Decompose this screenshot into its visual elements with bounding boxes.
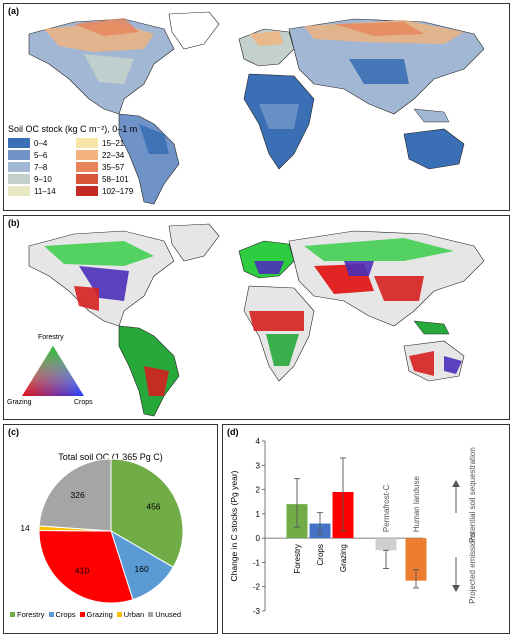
x-category-label: Human landuse: [412, 476, 421, 533]
legend-item: 35–57: [76, 162, 148, 172]
legend-item: 102–179: [76, 186, 148, 196]
legend-swatch: [8, 138, 30, 148]
down-arrow-head: [452, 585, 460, 592]
legend-swatch: [8, 150, 30, 160]
pie-slice-unused: [38, 458, 112, 532]
pie-legend-label: Grazing: [86, 610, 113, 619]
legend-label: 58–101: [102, 174, 129, 184]
bar-human-landuse: [405, 538, 427, 581]
soil-oc-legend: Soil OC stock (kg C m⁻²), 0–1 m 0–4 15–21…: [8, 124, 158, 196]
pie-legend-swatch: [79, 612, 85, 617]
legend-item: 7–8: [8, 162, 76, 172]
legend-swatch: [76, 162, 98, 172]
legend-label: 15–21: [102, 138, 125, 148]
legend-label: 102–179: [102, 186, 134, 196]
pie-value-label: 160: [135, 564, 149, 574]
x-category-label: Permafrost-C: [382, 484, 391, 532]
pie-legend-swatch: [10, 612, 15, 617]
legend-swatch: [8, 162, 30, 172]
legend-label: 11–14: [34, 186, 56, 196]
pie-chart: 456 160 410 14 326: [20, 458, 184, 604]
landuse-map: [22, 223, 485, 417]
legend-label: 35–57: [102, 162, 125, 172]
y-tick-label: -3: [253, 607, 261, 616]
pie-legend-item: Unused: [148, 610, 181, 619]
pie-legend-item: Grazing: [79, 610, 113, 619]
pie-legend-item: Forestry: [10, 610, 45, 619]
pie-title: Total soil OC (1,365 Pg C): [58, 452, 163, 462]
australia: [403, 128, 465, 170]
pie-legend-label: Crops: [55, 610, 76, 619]
legend-title: Soil OC stock (kg C m⁻²), 0–1 m: [8, 124, 138, 134]
legend-swatch: [76, 138, 98, 148]
legend-label: 0–4: [34, 138, 48, 148]
panel-a-label: (a): [8, 6, 19, 16]
tri-label-grazing: Grazing: [7, 399, 32, 406]
pie-legend-label: Unused: [155, 610, 182, 619]
panel-c-label: (c): [8, 427, 19, 437]
legend-grid: 0–4 15–21 5–6 22–34 7–8 35–57 9–10 58–101 11–14 1…: [8, 138, 158, 196]
y-tick-label: 2: [256, 486, 261, 495]
pie-legend-item: Crops: [48, 610, 76, 619]
y-tick-label: 0: [256, 534, 261, 543]
pie-slice-forestry: [110, 458, 184, 568]
pie-legend: Forestry Crops Grazing Urban Unused: [10, 610, 185, 619]
panel-b-label: (b): [8, 218, 20, 228]
up-arrow-head: [452, 480, 460, 487]
bar-chart: -3 -2 -1 0 1 2 3 4 Change in C stocks (Pg year) F…: [229, 437, 477, 616]
y-axis-label: Change in C stocks (Pg year): [229, 470, 239, 581]
y-tick-label: 1: [256, 510, 261, 519]
pie-value-label: 456: [146, 502, 160, 512]
tri-label-forestry: Forestry: [38, 334, 64, 341]
panel-d: (d) -3 -2 -1 0 1 2 3 4 Change in C stocks (Pg ye…: [222, 424, 510, 634]
pie-value-label: 410: [75, 565, 89, 575]
legend-swatch: [76, 186, 98, 196]
legend-label: 5–6: [34, 150, 48, 160]
pie-value-label: 326: [71, 490, 85, 500]
legend-swatch: [76, 150, 98, 160]
legend-label: 22–34: [102, 150, 125, 160]
panel-a: (a) Soil OC stock (kg C m⁻²), 0–1 m 0–4 1…: [3, 3, 510, 211]
pie-value-label: 14: [20, 523, 30, 533]
panel-c: (c) Total soil OC (1,365 Pg C) 456 160 410…: [3, 424, 218, 634]
pie-legend-label: Forestry: [17, 610, 45, 619]
x-category-label: Grazing: [339, 544, 348, 572]
legend-label: 7–8: [34, 162, 48, 172]
bar-permafrost-c: [375, 538, 397, 551]
x-category-label: Forestry: [293, 544, 302, 573]
soil-oc-map: [28, 11, 485, 205]
pie-legend-swatch: [48, 612, 54, 617]
pie-legend-label: Urban: [123, 610, 145, 619]
legend-swatch: [76, 174, 98, 184]
annotation-emissions: Projected emissions: [468, 532, 477, 604]
legend-item: 15–21: [76, 138, 148, 148]
legend-item: 5–6: [8, 150, 76, 160]
y-tick-label: 3: [256, 461, 261, 470]
legend-item: 0–4: [8, 138, 76, 148]
legend-item: 11–14: [8, 186, 76, 196]
y-tick-label: -2: [253, 583, 261, 592]
pie-legend-item: Urban: [116, 610, 145, 619]
y-tick-label: -1: [253, 558, 261, 567]
tri-label-crops: Crops: [74, 399, 93, 406]
legend-item: 58–101: [76, 174, 148, 184]
annotation-sequestration: Potential soil sequestration: [468, 447, 477, 543]
panel-b: (b) Forestry Grazing Crops: [3, 215, 510, 420]
pie-legend-swatch: [148, 612, 154, 617]
y-tick-label: 4: [256, 437, 261, 446]
legend-item: 22–34: [76, 150, 148, 160]
legend-label: 9–10: [34, 174, 52, 184]
legend-swatch: [8, 186, 30, 196]
x-category-label: Crops: [316, 544, 325, 565]
greenland: [168, 11, 220, 50]
legend-item: 9–10: [8, 174, 76, 184]
legend-swatch: [8, 174, 30, 184]
pie-legend-swatch: [116, 612, 122, 617]
pie-slice-grazing: [38, 529, 134, 604]
panel-d-label: (d): [227, 427, 239, 437]
